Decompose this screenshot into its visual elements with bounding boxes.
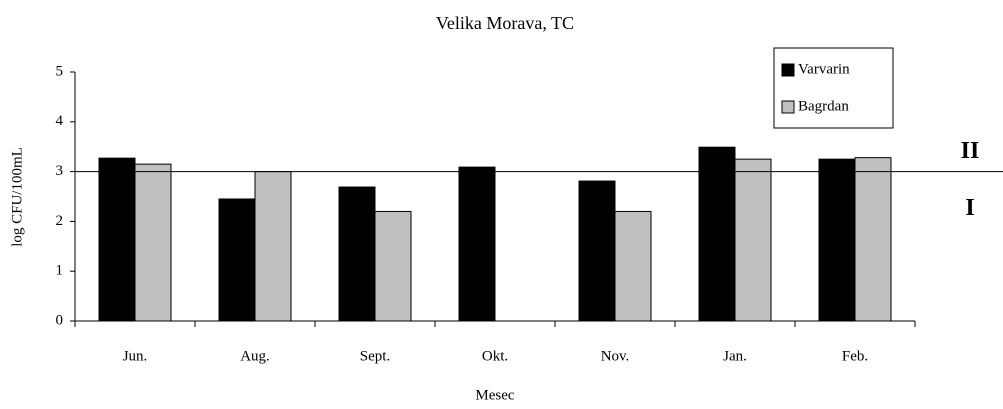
chart-title: Velika Morava, TC	[436, 13, 574, 33]
bar	[818, 158, 856, 322]
y-tick-label: 0	[56, 312, 64, 328]
x-tick-label: Okt.	[482, 348, 508, 364]
bar	[98, 157, 136, 322]
x-tick-label: Feb.	[842, 348, 868, 364]
bar	[854, 157, 892, 322]
bar	[218, 198, 256, 322]
x-tick-label: Sept.	[360, 348, 390, 364]
x-tick-label: Jan.	[723, 348, 747, 364]
y-tick-label: 2	[56, 213, 64, 229]
bar	[734, 158, 772, 322]
bar	[458, 166, 496, 322]
y-tick-label: 5	[56, 63, 64, 79]
legend-swatch	[781, 63, 795, 77]
annotation: I	[965, 195, 974, 221]
x-tick-label: Nov.	[601, 348, 630, 364]
legend-label: Bagrdan	[798, 98, 849, 114]
bar	[698, 146, 736, 322]
y-tick-label: 3	[56, 163, 64, 179]
y-axis-label: log CFU/100mL	[9, 147, 25, 247]
legend-label: Varvarin	[798, 61, 850, 77]
bar	[614, 210, 652, 322]
bar	[578, 180, 616, 322]
x-tick-label: Jun.	[123, 348, 148, 364]
legend-swatch	[781, 100, 795, 114]
legend-box	[773, 47, 894, 129]
bar	[338, 186, 376, 322]
x-axis-label: Mesec	[475, 387, 514, 403]
bar	[374, 210, 412, 322]
y-tick-label: 4	[56, 113, 64, 129]
annotation: II	[961, 138, 980, 164]
bar	[254, 171, 292, 322]
y-tick-label: 1	[56, 263, 64, 279]
x-tick-label: Aug.	[240, 348, 270, 364]
bar	[134, 163, 172, 322]
